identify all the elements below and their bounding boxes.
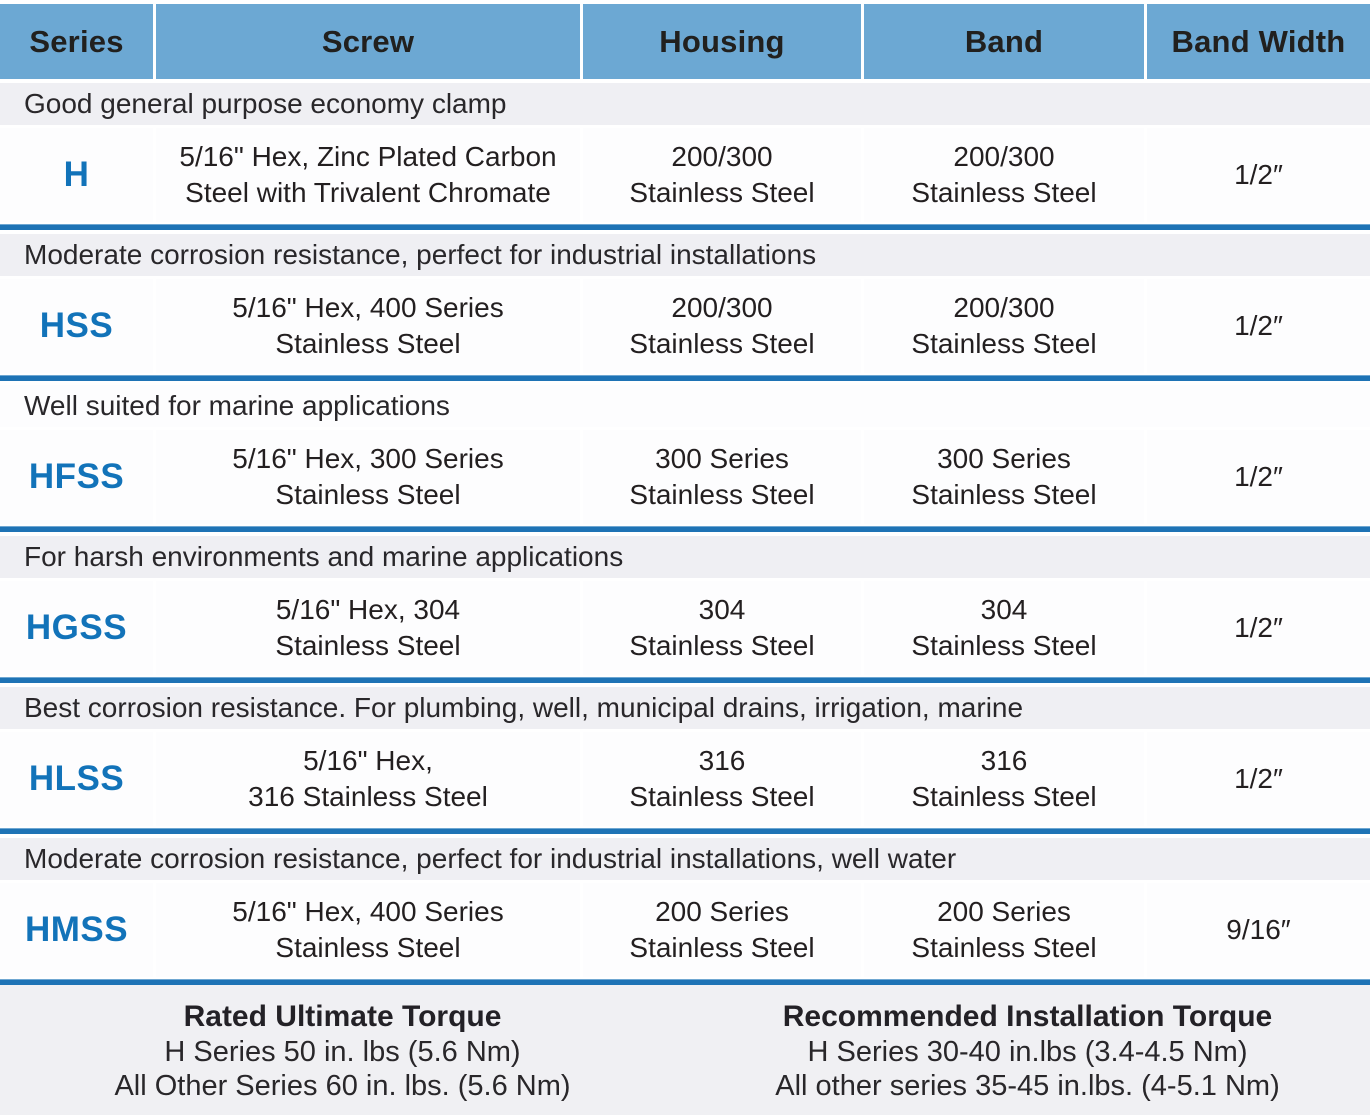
rated-torque-line-h-series: H Series 50 in. lbs (5.6 Nm) xyxy=(164,1035,521,1068)
housing-cell: 300 Series Stainless Steel xyxy=(583,430,861,524)
series-cell: HFSS xyxy=(0,430,153,524)
band-width-cell: 1/2″ xyxy=(1147,732,1370,826)
series-group-hlss: Best corrosion resistance. For plumbing,… xyxy=(0,687,1370,834)
group-divider xyxy=(0,979,1370,985)
band-cell: 316 Stainless Steel xyxy=(864,732,1144,826)
band-width-cell: 1/2″ xyxy=(1147,581,1370,675)
series-cell: HLSS xyxy=(0,732,153,826)
group-divider xyxy=(0,224,1370,230)
installation-torque-line-other-series: All other series 35-45 in.lbs. (4-5.1 Nm… xyxy=(775,1069,1280,1102)
band-width-cell: 9/16″ xyxy=(1147,883,1370,977)
table-row: HGSS 5/16" Hex, 304 Stainless Steel 304 … xyxy=(0,581,1370,675)
table-row: HMSS 5/16" Hex, 400 Series Stainless Ste… xyxy=(0,883,1370,977)
column-header-housing: Housing xyxy=(583,4,861,79)
band-width-cell: 1/2″ xyxy=(1147,128,1370,222)
series-group-hgss: For harsh environments and marine applic… xyxy=(0,536,1370,683)
series-group-h: Good general purpose economy clamp H 5/1… xyxy=(0,83,1370,230)
series-cell: HMSS xyxy=(0,883,153,977)
group-description: Moderate corrosion resistance, perfect f… xyxy=(0,234,1370,276)
series-group-hss: Moderate corrosion resistance, perfect f… xyxy=(0,234,1370,381)
series-cell: H xyxy=(0,128,153,222)
band-cell: 304 Stainless Steel xyxy=(864,581,1144,675)
screw-cell: 5/16" Hex, 300 Series Stainless Steel xyxy=(156,430,580,524)
column-header-band-width: Band Width xyxy=(1147,4,1370,79)
installation-torque-line-h-series: H Series 30-40 in.lbs (3.4-4.5 Nm) xyxy=(807,1035,1248,1068)
group-divider xyxy=(0,375,1370,381)
group-description: Best corrosion resistance. For plumbing,… xyxy=(0,687,1370,729)
screw-cell: 5/16" Hex, 304 Stainless Steel xyxy=(156,581,580,675)
table-row: HFSS 5/16" Hex, 300 Series Stainless Ste… xyxy=(0,430,1370,524)
recommended-installation-torque-title: Recommended Installation Torque xyxy=(782,1000,1273,1033)
band-width-cell: 1/2″ xyxy=(1147,430,1370,524)
rated-ultimate-torque-title: Rated Ultimate Torque xyxy=(183,1000,502,1033)
screw-cell: 5/16" Hex, 400 Series Stainless Steel xyxy=(156,279,580,373)
recommended-installation-torque-block: Recommended Installation Torque H Series… xyxy=(685,985,1370,1115)
screw-cell: 5/16" Hex, 316 Stainless Steel xyxy=(156,732,580,826)
screw-cell: 5/16" Hex, Zinc Plated Carbon Steel with… xyxy=(156,128,580,222)
series-group-hmss: Moderate corrosion resistance, perfect f… xyxy=(0,838,1370,985)
band-cell: 200/300 Stainless Steel xyxy=(864,128,1144,222)
series-cell: HGSS xyxy=(0,581,153,675)
group-description: For harsh environments and marine applic… xyxy=(0,536,1370,578)
table-row: H 5/16" Hex, Zinc Plated Carbon Steel wi… xyxy=(0,128,1370,222)
housing-cell: 200 Series Stainless Steel xyxy=(583,883,861,977)
housing-cell: 200/300 Stainless Steel xyxy=(583,279,861,373)
column-header-band: Band xyxy=(864,4,1144,79)
band-cell: 200/300 Stainless Steel xyxy=(864,279,1144,373)
column-header-series: Series xyxy=(0,4,153,79)
band-cell: 200 Series Stainless Steel xyxy=(864,883,1144,977)
group-description: Well suited for marine applications xyxy=(0,385,1370,427)
table-header-row: Series Screw Housing Band Band Width xyxy=(0,4,1370,79)
column-header-screw: Screw xyxy=(156,4,580,79)
series-cell: HSS xyxy=(0,279,153,373)
table-row: HLSS 5/16" Hex, 316 Stainless Steel 316 … xyxy=(0,732,1370,826)
group-divider xyxy=(0,828,1370,834)
series-group-hfss: Well suited for marine applications HFSS… xyxy=(0,385,1370,532)
torque-footer: Rated Ultimate Torque H Series 50 in. lb… xyxy=(0,985,1370,1115)
housing-cell: 316 Stainless Steel xyxy=(583,732,861,826)
group-divider xyxy=(0,526,1370,532)
band-width-cell: 1/2″ xyxy=(1147,279,1370,373)
housing-cell: 304 Stainless Steel xyxy=(583,581,861,675)
group-description: Moderate corrosion resistance, perfect f… xyxy=(0,838,1370,880)
group-description: Good general purpose economy clamp xyxy=(0,83,1370,125)
housing-cell: 200/300 Stainless Steel xyxy=(583,128,861,222)
rated-torque-line-other-series: All Other Series 60 in. lbs. (5.6 Nm) xyxy=(114,1069,571,1102)
table-row: HSS 5/16" Hex, 400 Series Stainless Stee… xyxy=(0,279,1370,373)
screw-cell: 5/16" Hex, 400 Series Stainless Steel xyxy=(156,883,580,977)
band-cell: 300 Series Stainless Steel xyxy=(864,430,1144,524)
group-divider xyxy=(0,677,1370,683)
rated-ultimate-torque-block: Rated Ultimate Torque H Series 50 in. lb… xyxy=(0,985,685,1115)
